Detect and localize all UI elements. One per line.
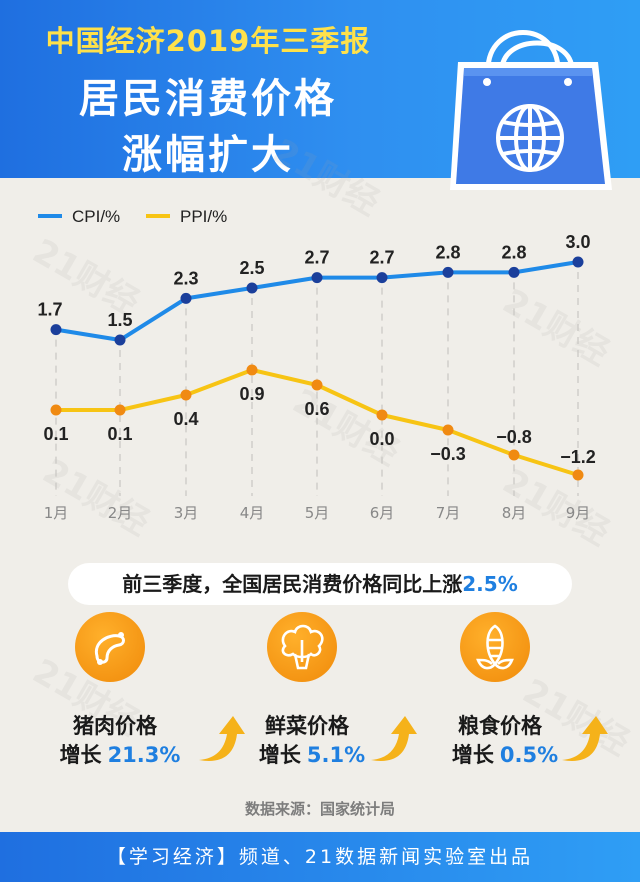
cpi-data-label: 2.3 [173, 268, 198, 288]
cpi-point [114, 334, 126, 346]
rising-arrow-icon [562, 716, 608, 761]
grain-price-item: 粮食价格 增长 0.5% [430, 612, 620, 782]
legend-label-ppi: PPI/% [180, 207, 227, 226]
ppi-data-label: −0.3 [430, 444, 466, 464]
pork-price-label: 猪肉价格 [73, 714, 157, 738]
rising-arrow-icon [371, 716, 417, 761]
cpi-data-label: 2.8 [501, 242, 526, 262]
cpi-point [311, 272, 323, 284]
cpi-point [442, 266, 454, 278]
cpi-point [572, 256, 584, 268]
title-line-2: 涨幅扩大 [122, 132, 294, 178]
x-tick-label: 7月 [436, 504, 461, 522]
vegetable-growth-value: 5.1% [306, 743, 366, 767]
ppi-data-label: 0.9 [239, 384, 264, 404]
subtitle: 中国经济2019年三季报 [45, 24, 371, 58]
sausage-icon [75, 612, 145, 682]
ppi-point [311, 379, 323, 391]
ppi-point [442, 424, 454, 436]
vegetable-growth: 增长 5.1% [237, 739, 387, 769]
cpi-point [508, 266, 520, 278]
ppi-point [50, 404, 62, 416]
summary-banner: 前三季度，全国居民消费价格同比上涨2.5% [68, 563, 572, 605]
ppi-point [246, 364, 258, 376]
growth-label: 增长 [59, 743, 102, 767]
vegetable-price-label: 鲜菜价格 [265, 714, 349, 738]
rising-arrow-icon [199, 716, 245, 761]
ppi-data-label: 0.1 [43, 424, 68, 444]
ppi-point [572, 469, 584, 481]
cpi-data-label: 1.5 [107, 310, 132, 330]
pork-growth: 增长 21.3% [45, 739, 195, 769]
cpi-point [376, 272, 388, 284]
ppi-data-label: −0.8 [496, 427, 532, 447]
ppi-point [508, 449, 520, 461]
pork-price-item: 猪肉价格 增长 21.3% [45, 612, 245, 782]
cpi-point [180, 292, 192, 304]
ppi-point [114, 404, 126, 416]
ppi-data-label: −1.2 [560, 447, 596, 467]
ppi-point [180, 389, 192, 401]
corn-icon [460, 612, 530, 682]
shopping-bag-globe-icon [450, 30, 612, 190]
cpi-data-label: 1.7 [37, 300, 62, 320]
x-tick-label: 6月 [370, 504, 395, 522]
pork-growth-value: 21.3% [107, 743, 181, 767]
cpi-data-label: 2.7 [369, 248, 394, 268]
cpi-data-label: 2.7 [304, 248, 329, 268]
x-tick-label: 4月 [240, 504, 265, 522]
ppi-data-label: 0.4 [173, 409, 198, 429]
x-tick-label: 1月 [44, 504, 69, 522]
x-tick-label: 2月 [108, 504, 133, 522]
grain-growth-value: 0.5% [499, 743, 559, 767]
vegetable-price-item: 鲜菜价格 增长 5.1% [237, 612, 427, 782]
x-tick-label: 5月 [305, 504, 330, 522]
summary-text: 前三季度，全国居民消费价格同比上涨 [122, 572, 463, 596]
growth-label: 增长 [258, 743, 301, 767]
title-line-1: 居民消费价格 [79, 76, 337, 122]
cauliflower-icon [267, 612, 337, 682]
footer-credit: 【学习经济】频道、21数据新闻实验室出品 [0, 832, 640, 882]
grain-growth: 增长 0.5% [430, 739, 580, 769]
ppi-data-label: 0.1 [107, 424, 132, 444]
cpi-point [246, 282, 258, 294]
growth-label: 增长 [451, 743, 494, 767]
ppi-point [376, 409, 388, 421]
cpi-point [50, 324, 62, 336]
cpi-ppi-line-chart: CPI/% PPI/% 1.7 1.5 2.3 2.5 2.7 2.7 2.8 2.8 3.0 0.1… [37, 207, 596, 522]
ppi-data-label: 0.6 [304, 399, 329, 419]
summary-value: 2.5% [462, 572, 518, 596]
x-tick-label: 9月 [566, 504, 591, 522]
cpi-data-label: 2.8 [435, 242, 460, 262]
legend-label-cpi: CPI/% [72, 207, 120, 226]
ppi-data-label: 0.0 [369, 429, 394, 449]
cpi-data-label: 3.0 [565, 232, 590, 252]
x-tick-label: 8月 [502, 504, 527, 522]
grain-price-label: 粮食价格 [458, 714, 542, 738]
x-tick-label: 3月 [174, 504, 199, 522]
data-source: 数据来源：国家统计局 [244, 800, 395, 818]
cpi-data-label: 2.5 [239, 258, 264, 278]
